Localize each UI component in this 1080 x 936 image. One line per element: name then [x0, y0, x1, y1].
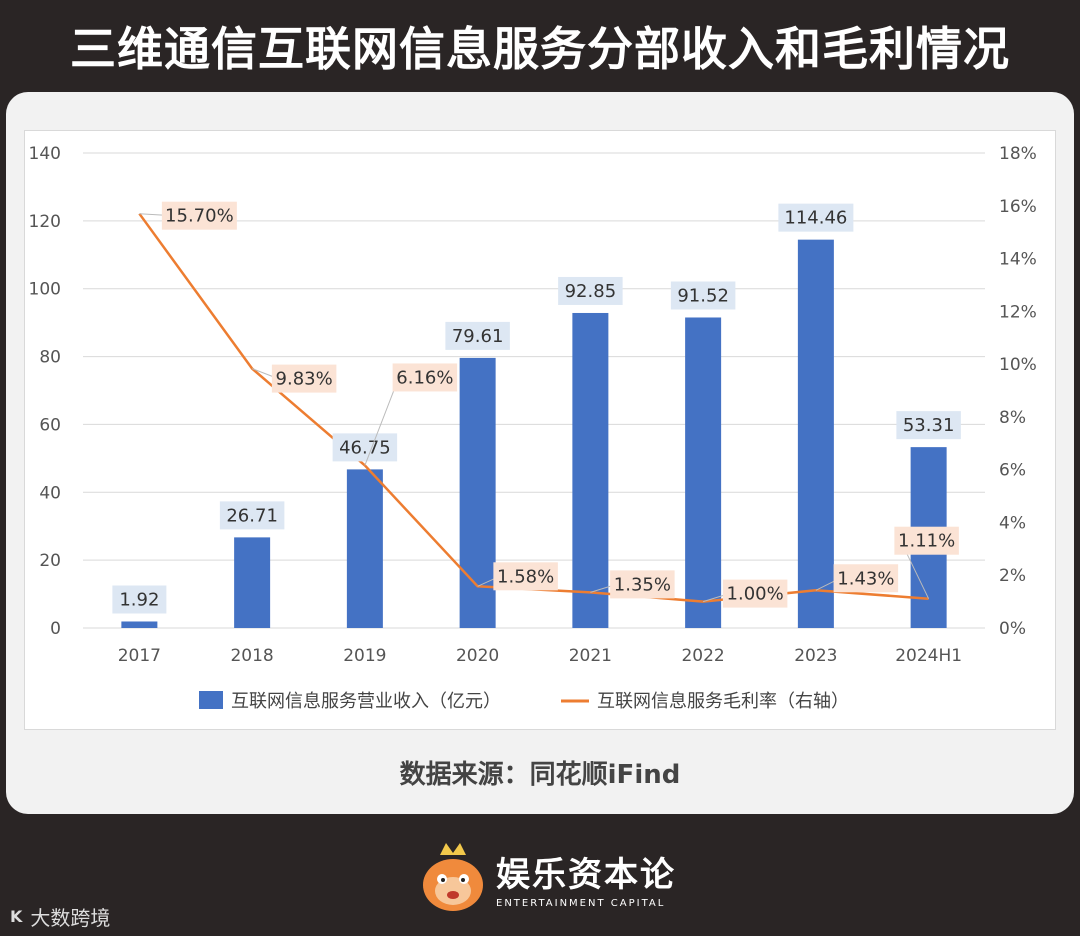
line-value-label-bg	[161, 201, 237, 230]
right-tick-label: 6%	[999, 461, 1026, 481]
bar	[685, 317, 722, 628]
mascot-logo-icon	[423, 843, 483, 911]
right-tick-label: 14%	[999, 250, 1037, 270]
bar-value-label: 46.75	[339, 437, 391, 458]
bar-value-label-bg	[112, 585, 167, 614]
line-value-label: 1.35%	[614, 574, 671, 595]
bar	[121, 621, 158, 628]
right-tick-label: 10%	[999, 355, 1037, 375]
line-value-label: 1.58%	[497, 566, 554, 587]
x-tick-label: 2018	[230, 646, 273, 666]
page-title: 三维通信互联网信息服务分部收入和毛利情况	[70, 22, 1010, 76]
right-tick-label: 12%	[999, 302, 1037, 322]
line-value-label-bg	[271, 364, 337, 393]
bar-value-label: 92.85	[565, 281, 617, 302]
line-value-label-bg	[610, 570, 675, 599]
brand-name-en: ENTERTAINMENT CAPITAL	[496, 898, 666, 909]
x-tick-label: 2020	[456, 646, 499, 666]
left-tick-label: 120	[29, 212, 61, 232]
left-tick-label: 140	[29, 144, 61, 164]
line-value-label: 9.83%	[276, 369, 333, 390]
line-value-label-bg	[493, 562, 558, 591]
line-value-label: 6.16%	[396, 367, 453, 388]
bar	[346, 469, 383, 628]
bar-value-label: 114.46	[784, 208, 847, 229]
right-tick-label: 16%	[999, 197, 1037, 217]
bar-value-label-bg	[558, 276, 623, 305]
data-source: 数据来源：同花顺iFind	[399, 760, 681, 790]
line-value-label: 1.00%	[727, 584, 784, 605]
x-tick-label: 2022	[681, 646, 724, 666]
line-value-label-bg	[722, 579, 788, 608]
left-tick-label: 60	[39, 415, 61, 435]
line-value-label: 15.70%	[165, 206, 234, 227]
x-tick-label: 2024H1	[895, 646, 962, 666]
bar-value-label-bg	[445, 321, 510, 350]
line-value-label: 1.43%	[837, 568, 894, 589]
combo-chart: 0 20 40 60 80 100 120 140 0% 2% 4% 6% 8% 10% 12% 14% 16%…	[29, 144, 1037, 712]
right-tick-label: 2%	[999, 566, 1026, 586]
left-tick-label: 40	[39, 483, 61, 503]
chart-panel: 0 20 40 60 80 100 120 140 0% 2% 4% 6% 8% 10% 12% 14% 16%…	[24, 130, 1056, 730]
bar-value-label-bg	[778, 203, 854, 232]
bar-value-label: 26.71	[226, 505, 278, 526]
leader-line	[364, 377, 400, 466]
bar-value-label-bg	[332, 433, 398, 462]
line-value-label: 1.11%	[898, 531, 955, 552]
x-tick-label: 2021	[569, 646, 612, 666]
x-tick-label: 2017	[118, 646, 161, 666]
bar-value-label-bg	[219, 501, 285, 530]
bar	[572, 312, 609, 628]
x-tick-label: 2019	[343, 646, 386, 666]
bar-value-label: 1.92	[119, 589, 159, 610]
bar	[797, 239, 834, 628]
right-tick-label: 4%	[999, 513, 1026, 533]
corner-text: 大数跨境	[30, 906, 111, 930]
left-tick-label: 80	[39, 348, 61, 368]
bar-value-label: 53.31	[903, 415, 955, 436]
corner-watermark: K 大数跨境	[10, 902, 110, 931]
left-tick-label: 100	[29, 280, 61, 300]
legend-bar-label: 互联网信息服务营业收入（亿元）	[231, 691, 501, 712]
right-tick-label: 8%	[999, 408, 1026, 428]
line-value-label-bg	[833, 564, 899, 593]
bar	[234, 537, 271, 628]
bar	[459, 357, 496, 628]
bar-value-label-bg	[670, 281, 736, 310]
corner-logo-icon: K	[10, 907, 23, 926]
bar-value-label: 91.52	[677, 285, 729, 306]
line-value-label-bg	[392, 363, 458, 392]
bar-value-label: 79.61	[452, 326, 504, 347]
brand-name-cn: 娱乐资本论	[496, 855, 676, 895]
chart-card: 0 20 40 60 80 100 120 140 0% 2% 4% 6% 8% 10% 12% 14% 16%…	[6, 92, 1074, 814]
x-tick-label: 2023	[794, 646, 837, 666]
legend-bar-swatch	[199, 691, 223, 709]
legend-line-label: 互联网信息服务毛利率（右轴）	[597, 691, 849, 712]
right-tick-label: 0%	[999, 619, 1026, 639]
footer-brand: 娱乐资本论 ENTERTAINMENT CAPITAL	[420, 838, 676, 918]
bar-value-label-bg	[896, 411, 961, 440]
left-tick-label: 0	[50, 619, 61, 639]
right-tick-label: 18%	[999, 144, 1037, 164]
left-tick-label: 20	[39, 551, 61, 571]
line-value-label-bg	[894, 526, 959, 555]
